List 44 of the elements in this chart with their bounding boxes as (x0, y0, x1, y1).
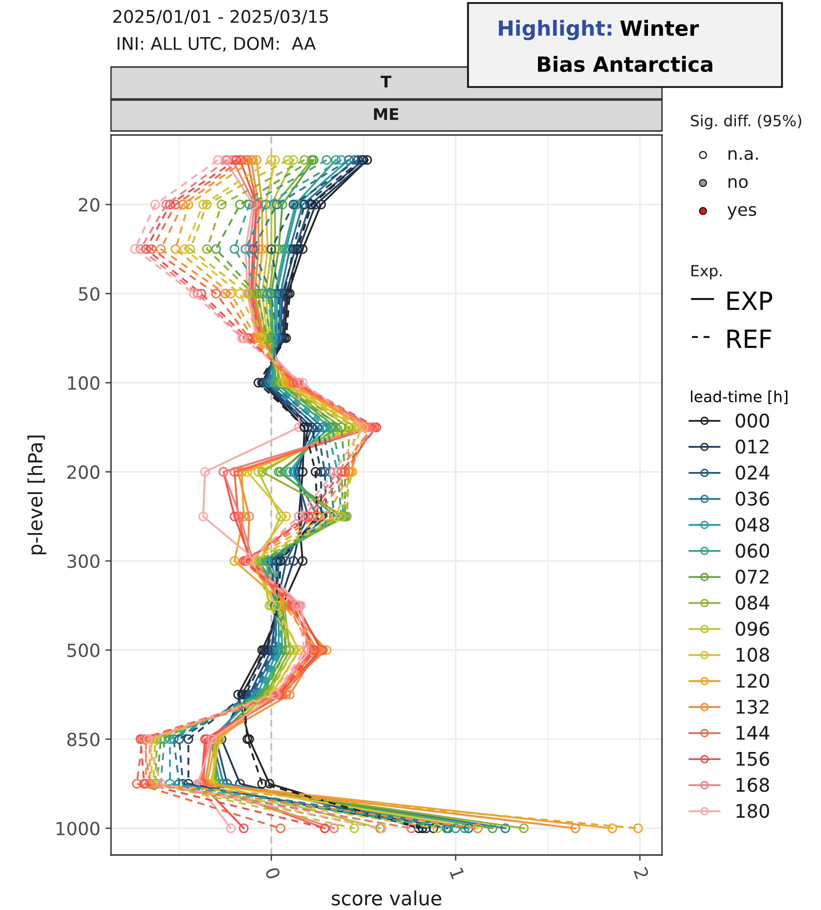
legend-label: 168 (736, 778, 770, 792)
legend-label: 000 (736, 413, 770, 428)
chart-title: 2025/01/01 - 2025/03/15 (113, 10, 328, 24)
legend-label: 084 (736, 596, 770, 610)
text: Sig. diff. (95%) (691, 114, 802, 130)
text: Highlight: (498, 20, 612, 40)
y-tick-label: 300 (67, 554, 100, 568)
y-tick-label: 100 (68, 376, 100, 390)
x-tick-label: 2 (634, 866, 650, 880)
legend-label: 048 (736, 518, 770, 532)
y-tick-label: 500 (68, 644, 100, 658)
text: ME (374, 108, 398, 120)
y-axis-title: p-level [hPa] (27, 436, 46, 554)
legend-label: 144 (736, 726, 770, 740)
legend-label: 060 (736, 544, 770, 558)
text: Winter (620, 20, 699, 36)
x-tick-label: 1 (450, 867, 465, 880)
text: yes (728, 206, 756, 220)
legend-label: 024 (736, 466, 770, 480)
legend-label: 072 (736, 570, 768, 584)
x-axis-title: score value (332, 890, 442, 906)
legend-label: 132 (736, 700, 768, 714)
text: no (728, 178, 748, 188)
legend-label: 012 (736, 440, 768, 454)
text: T (380, 76, 392, 88)
legend-label: 120 (736, 674, 770, 688)
text: n.a. (728, 150, 758, 160)
y-tick-label: 850 (67, 732, 100, 746)
legend-label: 156 (736, 752, 770, 766)
y-tick-label: 200 (67, 465, 100, 479)
x-tick-label: 0 (264, 866, 281, 880)
legend-title: lead-time [h] (690, 390, 788, 404)
chart-subtitle: INI: ALL UTC, DOM: AA (118, 36, 316, 52)
legend-label: 180 (736, 804, 770, 818)
text: REF (727, 330, 772, 348)
text: EXP (727, 292, 772, 310)
legend-label: 096 (736, 622, 770, 636)
legend-label: 036 (736, 492, 770, 506)
y-tick-label: 1000 (56, 822, 100, 836)
y-tick-label: 50 (79, 287, 100, 301)
text: Exp. (692, 265, 722, 280)
y-tick-label: 20 (78, 198, 100, 212)
text: Bias Antarctica (538, 56, 712, 72)
legend-label: 108 (736, 648, 770, 662)
